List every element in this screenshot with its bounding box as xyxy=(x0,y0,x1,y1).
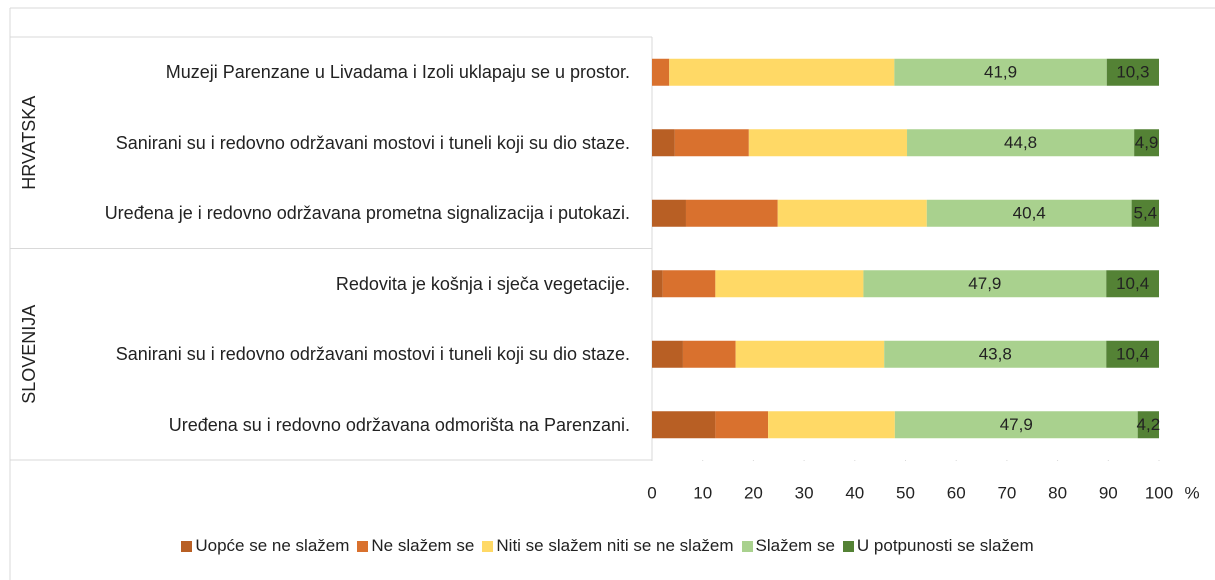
legend-label: Niti se slažem niti se ne slažem xyxy=(496,536,734,555)
x-axis-unit: % xyxy=(1184,483,1199,502)
bar-segment xyxy=(884,340,1107,368)
bar-segment xyxy=(1106,58,1159,86)
bar-segment xyxy=(652,270,663,298)
bar-segment xyxy=(669,58,895,86)
legend-label: U potpunosti se slažem xyxy=(856,536,1034,555)
legend-swatch xyxy=(181,540,193,552)
value-label: 10,4 xyxy=(1116,345,1149,364)
legend-label: Uopće se ne slažem xyxy=(195,536,350,555)
bar-segment xyxy=(777,199,927,227)
value-label: 10,4 xyxy=(1116,274,1149,293)
x-tick-label: 90 xyxy=(1099,483,1118,502)
bar-segment xyxy=(735,340,885,368)
value-label: 41,9 xyxy=(984,63,1017,82)
legend-swatch xyxy=(842,540,854,552)
legend-label: Slažem se xyxy=(755,536,835,555)
x-tick-label: 70 xyxy=(997,483,1016,502)
category-row: Sanirani su i redovno održavani mostovi … xyxy=(60,319,630,389)
bar-segment xyxy=(652,411,716,439)
x-tick-label: 10 xyxy=(693,483,712,502)
bar-segment xyxy=(926,199,1132,227)
group-label: SLOVENIJA xyxy=(19,305,39,404)
category-label: Redovita je košnja i sječa vegetacije. xyxy=(335,273,630,294)
value-label: 43,8 xyxy=(979,345,1012,364)
legend: Uopće se ne slažem Ne slažem se Niti se sl… xyxy=(0,536,1215,556)
category-row: Uređena je i redovno održavana prometna … xyxy=(60,178,630,248)
bar-segment xyxy=(1131,199,1159,227)
bar-segment xyxy=(1137,411,1159,439)
legend-item: Slažem se xyxy=(741,536,835,556)
legend-swatch xyxy=(741,540,753,552)
x-tick-label: 50 xyxy=(896,483,915,502)
bar-segment xyxy=(894,411,1138,439)
value-label: 40,4 xyxy=(1013,204,1046,223)
value-label: 47,9 xyxy=(968,274,1001,293)
legend-item: Ne slažem se xyxy=(357,536,474,556)
bar-segment xyxy=(682,340,736,368)
bar-segment xyxy=(652,129,675,157)
bar-segment xyxy=(685,199,778,227)
legend-label: Ne slažem se xyxy=(371,536,475,555)
bar-segment xyxy=(715,411,769,439)
value-label: 47,9 xyxy=(1000,415,1033,434)
bar-segment xyxy=(652,199,686,227)
value-label: 4,9 xyxy=(1135,133,1159,152)
bar-segment xyxy=(863,270,1107,298)
x-tick-label: 30 xyxy=(795,483,814,502)
x-tick-label: 80 xyxy=(1048,483,1067,502)
bar-segment xyxy=(1106,270,1159,298)
category-label: Muzeji Parenzane u Livadama i Izoli ukla… xyxy=(165,62,630,83)
category-label: Uređena je i redovno održavana prometna … xyxy=(104,203,630,224)
x-tick-label: 20 xyxy=(744,483,763,502)
bar-segment xyxy=(1106,340,1159,368)
bar-segment xyxy=(768,411,895,439)
category-label: Sanirani su i redovno održavani mostovi … xyxy=(115,132,630,153)
bar-segment xyxy=(674,129,749,157)
bar-segment xyxy=(907,129,1135,157)
category-row: Sanirani su i redovno održavani mostovi … xyxy=(60,108,630,178)
bar-segment xyxy=(662,270,716,298)
bar-segment xyxy=(894,58,1107,86)
bar-segment xyxy=(715,270,864,298)
category-row: Redovita je košnja i sječa vegetacije. xyxy=(60,249,630,319)
legend-swatch xyxy=(357,540,369,552)
legend-item: Uopće se ne slažem xyxy=(181,536,349,556)
bar-segment xyxy=(652,340,683,368)
value-label: 5,4 xyxy=(1133,204,1157,223)
legend-item: U potpunosti se slažem xyxy=(842,536,1034,556)
legend-item: Niti se slažem niti se ne slažem xyxy=(482,536,734,556)
value-label: 44,8 xyxy=(1004,133,1037,152)
legend-swatch xyxy=(482,540,494,552)
x-tick-label: 0 xyxy=(647,483,656,502)
value-label: 4,2 xyxy=(1137,415,1161,434)
category-label: Sanirani su i redovno održavani mostovi … xyxy=(115,344,630,365)
bar-segment xyxy=(652,58,670,86)
category-row: Uređena su i redovno održavana odmorišta… xyxy=(60,390,630,460)
value-label: 10,3 xyxy=(1116,63,1149,82)
x-tick-label: 60 xyxy=(947,483,966,502)
x-tick-label: 100 xyxy=(1145,483,1173,502)
bar-segment xyxy=(1134,129,1159,157)
group-label: HRVATSKA xyxy=(19,96,39,190)
category-row: Muzeji Parenzane u Livadama i Izoli ukla… xyxy=(60,37,630,107)
x-tick-label: 40 xyxy=(845,483,864,502)
bar-segment xyxy=(748,129,908,157)
category-label: Uređena su i redovno održavana odmorišta… xyxy=(168,414,630,435)
